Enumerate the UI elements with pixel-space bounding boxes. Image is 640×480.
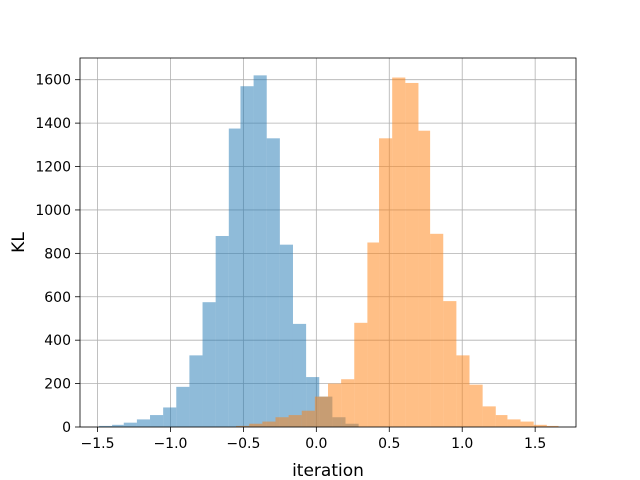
y-axis-title: KL bbox=[9, 232, 29, 253]
series-2-bar bbox=[418, 130, 431, 427]
plot-frame bbox=[79, 57, 577, 428]
series-1-bar bbox=[292, 323, 307, 427]
x-tick-label: −1.0 bbox=[153, 436, 187, 452]
series-1-bar bbox=[266, 138, 280, 427]
series-2-bar bbox=[288, 415, 302, 427]
series-2-bar bbox=[495, 415, 508, 427]
x-tick-label: −1.5 bbox=[81, 436, 115, 452]
series-1-bar bbox=[240, 86, 254, 427]
series-2-bar bbox=[405, 82, 419, 427]
series-2-bar bbox=[430, 233, 444, 427]
y-tick-label: 800 bbox=[44, 246, 71, 262]
x-tick-label: 0.5 bbox=[378, 436, 400, 452]
series-2-bar bbox=[469, 384, 483, 427]
series-2-bar bbox=[546, 425, 559, 427]
series-1-bar bbox=[189, 355, 203, 427]
series-1-bar bbox=[123, 422, 137, 427]
series-2-bars bbox=[236, 77, 559, 428]
x-tick-label: −0.5 bbox=[226, 436, 260, 452]
series-1-bar bbox=[253, 75, 267, 427]
series-2-bar bbox=[443, 301, 457, 427]
series-2-bar bbox=[482, 406, 496, 427]
series-2-bar bbox=[367, 242, 380, 427]
x-tick-label: 0.0 bbox=[305, 436, 327, 452]
series-1-bar bbox=[279, 244, 293, 427]
series-1-bar bbox=[228, 128, 241, 427]
y-tick-label: 1600 bbox=[35, 73, 71, 89]
series-2-bar bbox=[301, 410, 315, 427]
y-tick-label: 1000 bbox=[35, 203, 71, 219]
series-2-bar bbox=[507, 419, 521, 427]
series-1-bar bbox=[150, 415, 164, 427]
y-tick-label: 600 bbox=[44, 290, 71, 306]
axis-ticks: −1.5 −1.0 −0.5 0.0 0.5 1.0 1.5 0 200 400 600 800 100… bbox=[35, 73, 546, 452]
y-tick-label: 1400 bbox=[35, 116, 71, 132]
series-1-bar bbox=[215, 235, 229, 427]
y-tick-label: 1200 bbox=[35, 160, 71, 176]
histogram-bars bbox=[98, 75, 559, 428]
series-1-bar bbox=[136, 419, 151, 427]
series-2-bar bbox=[328, 383, 342, 427]
series-1-bar bbox=[163, 407, 177, 427]
series-2-bar bbox=[354, 322, 368, 427]
series-2-bar bbox=[249, 423, 263, 427]
series-2-bar bbox=[520, 421, 534, 427]
x-axis-title: iteration bbox=[292, 461, 364, 480]
series-2-bar bbox=[456, 355, 470, 427]
x-tick-label: 1.0 bbox=[451, 436, 473, 452]
series-2-bar bbox=[275, 417, 289, 427]
series-2-bar bbox=[236, 425, 250, 427]
series-2-bar bbox=[314, 396, 328, 427]
series-2-bar bbox=[379, 138, 393, 427]
y-tick-label: 400 bbox=[44, 333, 71, 349]
series-2-bar bbox=[392, 77, 406, 428]
x-tick-label: 1.5 bbox=[524, 436, 546, 452]
series-2-bar bbox=[533, 424, 547, 427]
series-1-bar bbox=[112, 424, 124, 427]
series-2-bar bbox=[262, 421, 276, 427]
series-1-bar bbox=[202, 302, 216, 427]
series-1-bar bbox=[98, 425, 113, 427]
y-tick-label: 0 bbox=[62, 420, 71, 436]
series-2-bar bbox=[341, 379, 355, 427]
series-1-bar bbox=[176, 386, 190, 427]
y-tick-label: 200 bbox=[44, 377, 71, 393]
